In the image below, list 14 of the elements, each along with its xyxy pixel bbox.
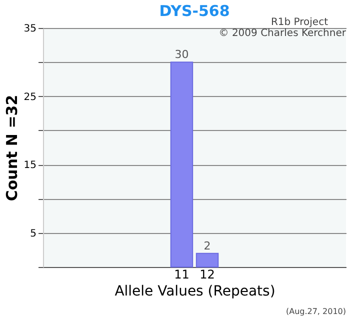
data-label: 30 xyxy=(174,48,189,62)
x-tick-label: 11 xyxy=(174,268,190,282)
y-tick-label: 35 xyxy=(24,24,36,34)
annotation: © 2009 Charles Kerchner xyxy=(218,28,346,39)
y-tick-label: 25 xyxy=(24,92,36,103)
x-tick-label: 12 xyxy=(200,268,215,282)
y-tick-label: 5 xyxy=(30,228,36,240)
data-label: 2 xyxy=(204,239,211,252)
x-axis-title: Allele Values (Repeats) xyxy=(114,284,276,300)
text: (Aug.27, 2010) xyxy=(286,307,346,316)
chart-title: DYS-568 xyxy=(159,2,230,20)
y-axis-title: Count N =32 xyxy=(2,94,21,202)
y-tick-label: 15 xyxy=(24,160,36,172)
text: R1b Project xyxy=(270,17,328,28)
